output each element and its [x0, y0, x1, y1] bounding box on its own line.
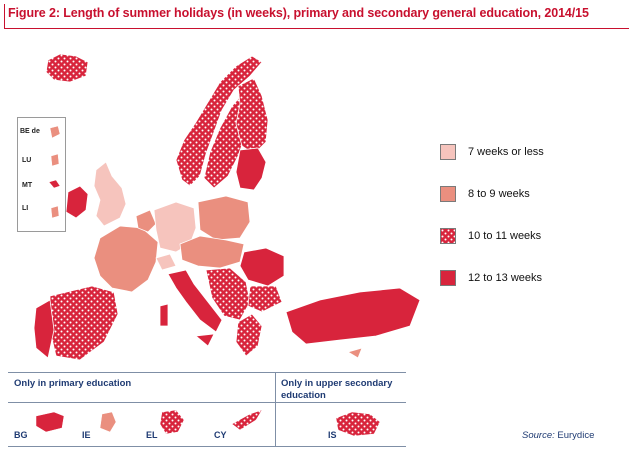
panel-top-border: [8, 372, 406, 373]
sicily-shape: [195, 333, 215, 347]
title-underline: [4, 28, 629, 29]
benelux-shape: [135, 209, 157, 233]
legend-swatch-12-13-weeks: [440, 270, 456, 286]
section-primary-only: Only in primary education: [14, 378, 132, 389]
legend-swatch-8-9-weeks: [440, 186, 456, 202]
portugal-shape: [33, 299, 55, 359]
legend-label-8-9-weeks: 8 to 9 weeks: [468, 188, 530, 200]
title-rule: [4, 4, 5, 28]
cy-shape: [231, 409, 263, 431]
country-code-cy: CY: [214, 430, 227, 440]
inset-label-lu: LU: [22, 157, 32, 164]
panel-header-border: [8, 402, 406, 403]
finland-shape: [235, 77, 269, 155]
greece-shape: [235, 313, 263, 357]
bg-shape: [35, 411, 65, 433]
small-states-inset: BE de LU MT LI: [17, 117, 66, 232]
section-upper-secondary-line1: Only in upper secondary: [281, 378, 393, 389]
inset-label-li: LI: [22, 205, 29, 212]
legend-label-10-11-weeks: 10 to 11 weeks: [468, 230, 542, 242]
legend-swatch-7-weeks: [440, 144, 456, 160]
country-code-el: EL: [146, 430, 158, 440]
france-shape: [93, 225, 159, 293]
central-europe-shape: [179, 235, 245, 269]
switzerland-shape: [155, 253, 177, 271]
source-note: Source: Eurydice: [522, 430, 594, 441]
source-value: Eurydice: [557, 430, 595, 441]
section-upper-secondary-line2: education: [281, 390, 326, 401]
inset-shapes: [48, 125, 61, 219]
legend-swatch-10-11-weeks: [440, 228, 456, 244]
panel-bottom-border: [8, 446, 406, 447]
sardinia-shape: [159, 303, 169, 327]
country-code-bg: BG: [14, 430, 28, 440]
europe-map: [33, 53, 421, 361]
inset-label-mt: MT: [22, 182, 33, 189]
ireland-shape: [65, 185, 89, 219]
baltics-shape: [235, 147, 267, 191]
iceland-shape: [45, 53, 89, 83]
cyprus-shape: [347, 347, 363, 359]
bottom-country-shapes: [35, 409, 381, 437]
balkans-shape: [205, 267, 251, 321]
legend-label-12-13-weeks: 12 to 13 weeks: [468, 272, 542, 284]
is-shape: [335, 411, 381, 437]
figure-title: Figure 2: Length of summer holidays (in …: [8, 6, 589, 20]
turkey-shape: [285, 287, 421, 345]
country-code-is: IS: [328, 430, 337, 440]
poland-shape: [197, 195, 251, 241]
source-label: Source:: [522, 430, 555, 441]
country-code-ie: IE: [82, 430, 91, 440]
ie-shape: [99, 411, 117, 433]
bulgaria-shape: [247, 285, 283, 313]
norway-shape: [175, 55, 263, 187]
uk-shape: [93, 161, 127, 227]
panel-divider: [275, 372, 276, 446]
legend-label-7-weeks: 7 weeks or less: [468, 146, 544, 158]
romania-shape: [239, 247, 285, 287]
inset-label-be-de: BE de: [20, 128, 40, 135]
el-shape: [159, 409, 185, 435]
spain-shape: [49, 285, 119, 361]
italy-shape: [167, 269, 223, 333]
